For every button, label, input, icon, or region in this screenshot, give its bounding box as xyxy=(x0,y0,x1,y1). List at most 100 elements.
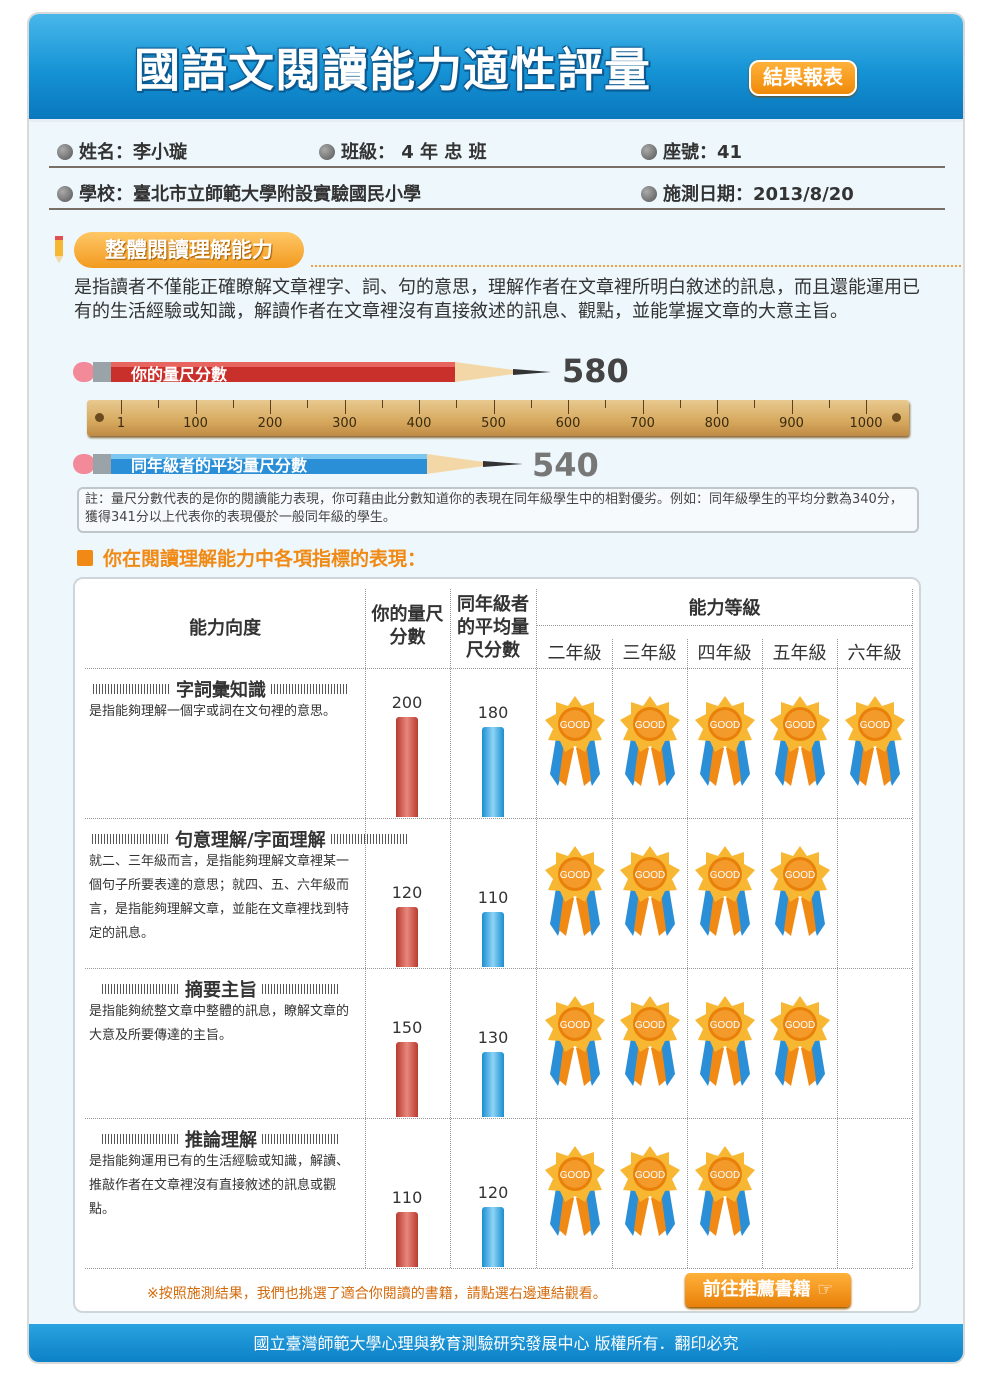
indicator-title-text: 推論理解 xyxy=(185,1130,257,1151)
good-medal-icon: GOOD xyxy=(770,696,830,786)
average-score-bar-value: 110 xyxy=(477,888,509,907)
ruler-tick xyxy=(270,400,271,414)
col-header-average-score: 同年級者的平均量尺分數 xyxy=(457,594,529,661)
average-score-bar xyxy=(482,727,504,817)
your-score-bar xyxy=(396,907,418,967)
indicator-title: 推論理解 xyxy=(87,1126,355,1152)
col-header-ability-level: 能力等級 xyxy=(688,598,761,619)
ruler-tick-label: 700 xyxy=(630,416,655,431)
indicator-title: 句意理解/字面理解 xyxy=(87,826,409,852)
medal-text: GOOD xyxy=(560,1170,591,1181)
ruler-minor-tick xyxy=(381,400,383,408)
student-school: 學校：臺北市立師範大學附設實驗國民小學 xyxy=(57,180,421,206)
table-col-divider xyxy=(612,639,613,1268)
your-score-bar xyxy=(396,1042,418,1117)
section-title: 整體閱讀理解能力 xyxy=(74,232,304,268)
average-score-bar xyxy=(482,1052,504,1117)
good-medal-icon: GOOD xyxy=(770,996,830,1086)
ruler-minor-tick xyxy=(679,400,681,408)
ruler-tick-label: 1 xyxy=(116,416,126,431)
ruler-minor-tick xyxy=(605,400,607,408)
hatch-decoration xyxy=(330,834,409,844)
ruler-rivet xyxy=(892,413,901,422)
indicator-title-text: 摘要主旨 xyxy=(185,980,257,1001)
student-class: 班級： 4 年 忠 班 xyxy=(319,138,487,164)
medal-text: GOOD xyxy=(560,720,591,731)
ruler-tick-label: 900 xyxy=(779,416,804,431)
hatch-decoration xyxy=(271,684,349,694)
average-score-value: 540 xyxy=(532,446,599,484)
table-col-divider xyxy=(837,639,838,1268)
good-medal-icon: GOOD xyxy=(545,846,605,936)
hatch-decoration xyxy=(92,834,170,844)
ruler-minor-tick xyxy=(828,400,830,408)
result-report-badge: 結果報表 xyxy=(749,60,857,96)
grade-label: 五年級 xyxy=(772,643,827,664)
average-score-label: 同年級者的平均量尺分數 xyxy=(131,456,308,475)
bullet-icon xyxy=(57,186,73,202)
ruler-tick xyxy=(791,400,793,414)
your-score-value: 580 xyxy=(562,352,629,390)
good-medal-icon: GOOD xyxy=(620,846,680,936)
average-score-bar-value: 120 xyxy=(477,1183,509,1202)
square-icon xyxy=(77,550,93,566)
medal-text: GOOD xyxy=(710,1170,741,1181)
indicator-title-text: 字詞彙知識 xyxy=(176,680,266,701)
grade-label: 六年級 xyxy=(847,643,902,664)
ruler-tick-label: 300 xyxy=(332,416,357,431)
ruler-tick xyxy=(344,400,346,414)
ruler-tick-label: 100 xyxy=(183,416,208,431)
table-col-divider xyxy=(762,639,763,1268)
hand-pointer-icon: ☞ xyxy=(817,1279,834,1300)
medal-text: GOOD xyxy=(635,1170,666,1181)
ruler-tick xyxy=(195,400,197,414)
bullet-icon xyxy=(319,144,335,160)
ruler-minor-tick xyxy=(232,400,234,408)
indicator-description: 就二、三年級而言，是指能夠理解文章裡某一個句子所要表達的意思；就四、五、六年級而… xyxy=(89,854,350,941)
your-score-bar xyxy=(396,717,418,817)
average-score-pencil-icon xyxy=(73,454,523,474)
good-medal-icon: GOOD xyxy=(620,1146,680,1236)
table-col-divider xyxy=(365,589,366,1268)
hatch-decoration xyxy=(102,1134,180,1144)
good-medal-icon: GOOD xyxy=(545,996,605,1086)
recommend-text: ※按照施測結果，我們也挑選了適合你閱讀的書籍，請點選右邊連結觀看。 xyxy=(147,1286,607,1302)
ruler-minor-tick xyxy=(754,400,756,408)
indicator-title: 字詞彙知識 xyxy=(87,676,355,702)
medal-text: GOOD xyxy=(635,870,666,881)
good-medal-icon: GOOD xyxy=(545,696,605,786)
table-col-divider xyxy=(912,589,913,1268)
hatch-decoration xyxy=(93,684,171,694)
good-medal-icon: GOOD xyxy=(620,696,680,786)
ruler-minor-tick xyxy=(456,400,458,408)
hatch-decoration xyxy=(102,984,180,994)
hatch-decoration xyxy=(262,984,340,994)
bullet-icon xyxy=(57,144,73,160)
hatch-decoration xyxy=(262,1134,340,1144)
section-title-bar: 整體閱讀理解能力 xyxy=(49,232,963,268)
grade-label: 三年級 xyxy=(622,643,677,664)
table-col-divider xyxy=(450,589,451,1268)
table-row-divider xyxy=(85,1118,912,1119)
level-header-divider xyxy=(537,625,912,626)
good-medal-icon: GOOD xyxy=(695,996,755,1086)
ruler-tick-label: 400 xyxy=(406,416,432,431)
medal-text: GOOD xyxy=(710,720,741,731)
ruler-rivet xyxy=(95,413,104,422)
ruler-tick xyxy=(121,400,122,414)
info-row-1: 姓名：李小璇 班級： 4 年 忠 班 座號：41 xyxy=(49,130,945,168)
medal-text: GOOD xyxy=(785,870,816,881)
ruler-tick xyxy=(493,400,495,414)
table-row-divider xyxy=(85,818,912,819)
your-score-label: 你的量尺分數 xyxy=(131,365,228,384)
indicator-title-text: 句意理解/字面理解 xyxy=(175,830,326,851)
your-score-bar xyxy=(396,1212,418,1267)
ruler-tick xyxy=(717,400,718,414)
average-score-bar xyxy=(482,1207,504,1267)
report-frame: 國語文閱讀能力適性評量 結果報表 姓名：李小璇 班級： 4 年 忠 班 座號：4… xyxy=(27,12,965,1364)
your-score-bar-value: 120 xyxy=(391,883,423,902)
ruler-tick xyxy=(866,400,867,414)
recommended-books-button[interactable]: 前往推薦書籍 ☞ xyxy=(685,1273,851,1307)
medal-text: GOOD xyxy=(635,1020,666,1031)
indicator-description: 是指能夠理解一個字或詞在文句裡的意思。 xyxy=(89,704,337,719)
